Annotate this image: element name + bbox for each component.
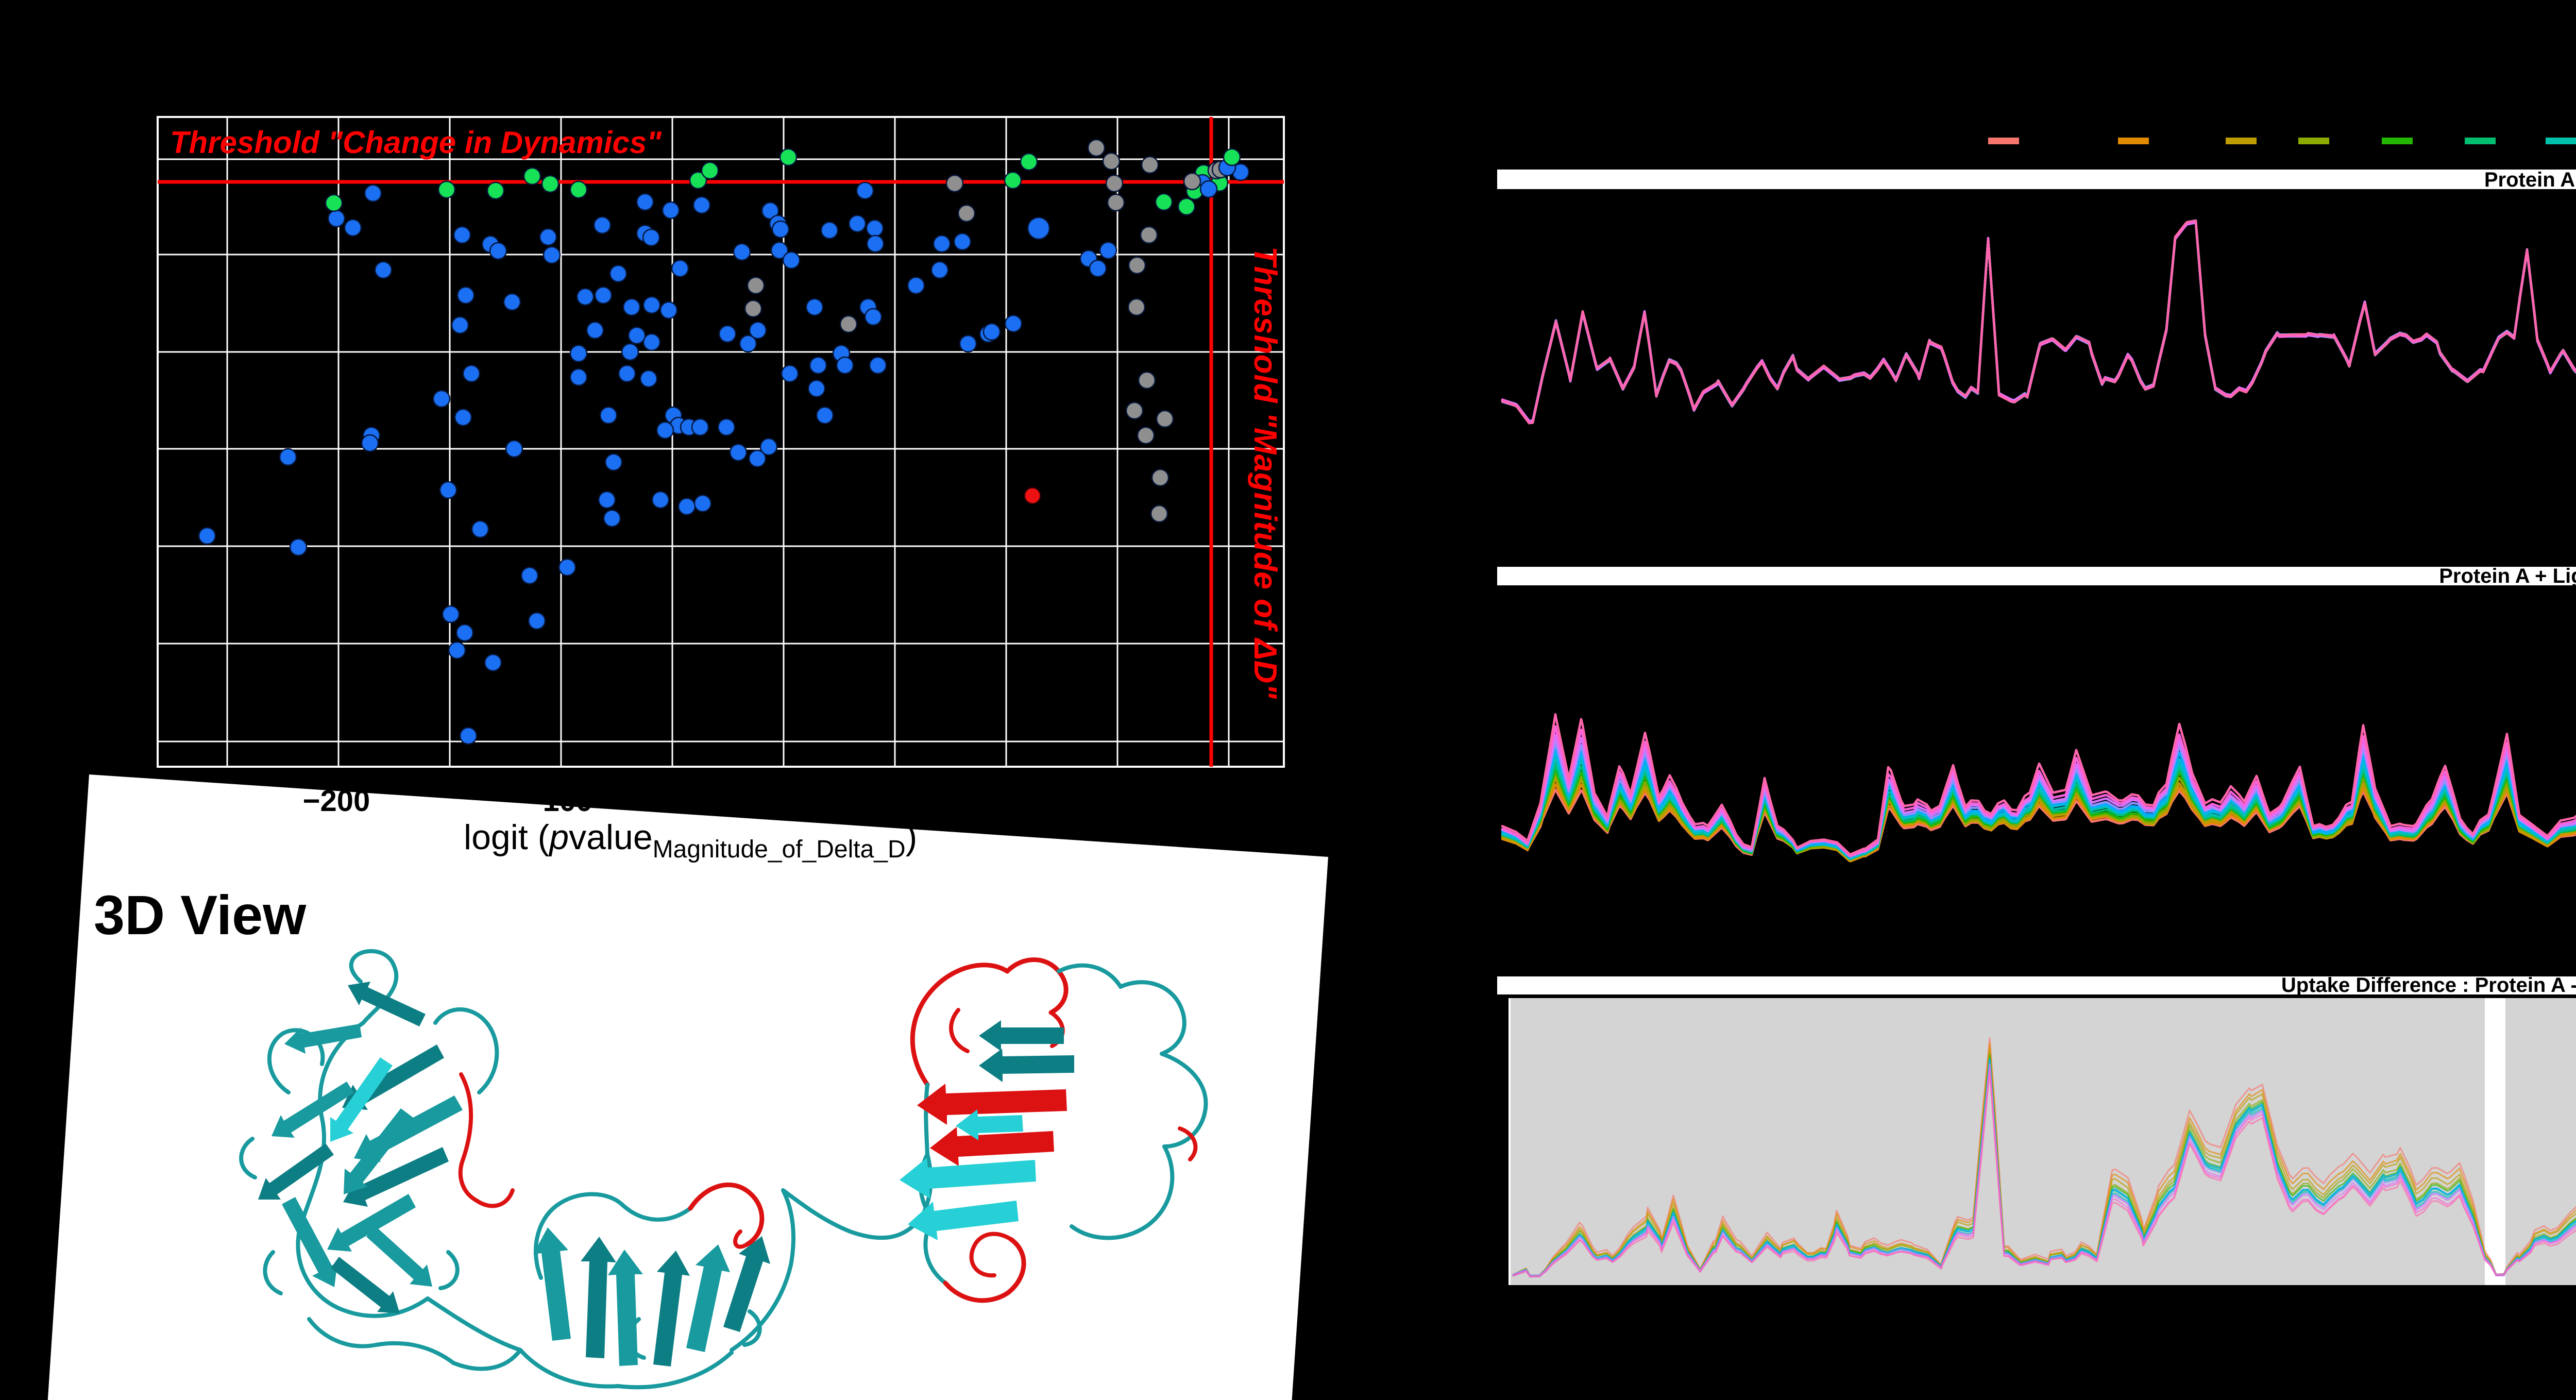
svg-text:Threshold "Change in Dynamics": Threshold "Change in Dynamics" <box>170 125 662 160</box>
svg-text:Uptake Difference : Protein A: Uptake Difference : Protein A - (Protein… <box>2281 974 2576 997</box>
svg-text:Threshold "Magnitude of ΔD": Threshold "Magnitude of ΔD" <box>1247 246 1283 700</box>
svg-text:−100: −100 <box>526 784 593 818</box>
svg-text:Protein A: Protein A <box>2484 168 2575 191</box>
svg-text:3D View: 3D View <box>94 884 307 946</box>
svg-text:Protein A + Ligand: Protein A + Ligand <box>2439 565 2576 587</box>
svg-text:−200: −200 <box>303 784 370 818</box>
